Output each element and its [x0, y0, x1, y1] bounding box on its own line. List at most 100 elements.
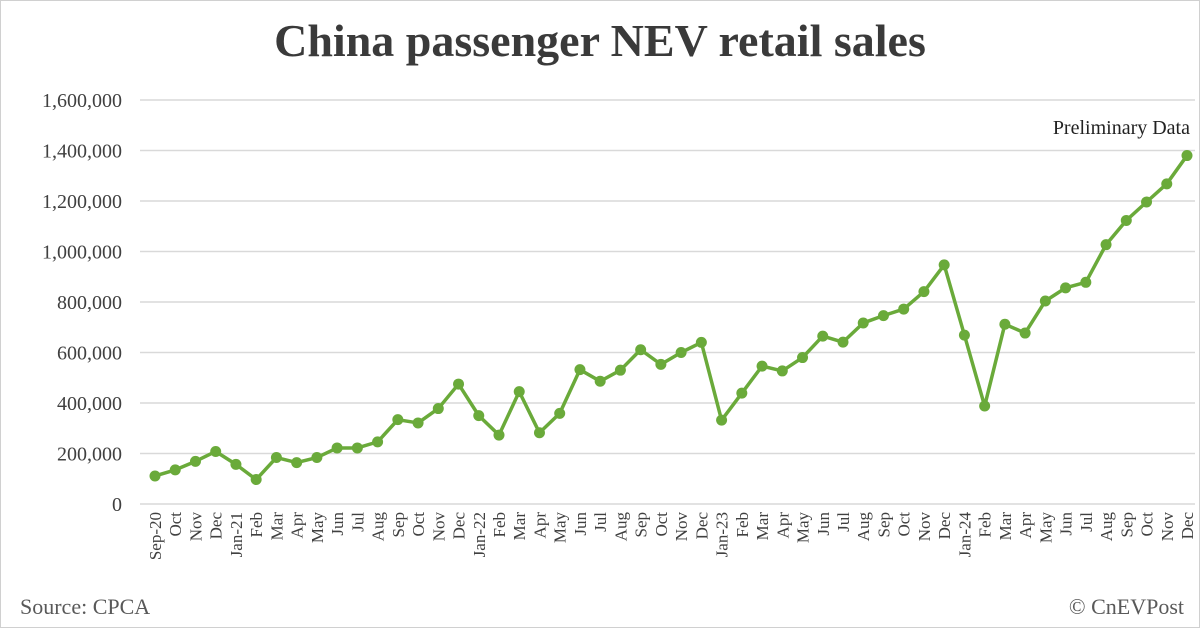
- x-tick-label: Apr: [773, 512, 792, 539]
- chart-title: China passenger NEV retail sales: [274, 15, 926, 66]
- y-tick-label: 400,000: [57, 393, 122, 415]
- data-point: [635, 344, 647, 356]
- x-tick-label: Mar: [996, 512, 1015, 541]
- y-tick-label: 200,000: [57, 444, 122, 466]
- x-tick-label: Aug: [854, 512, 873, 542]
- data-point: [311, 452, 323, 464]
- x-tick-label: Feb: [247, 512, 266, 538]
- x-tick-label: Sep-20: [146, 512, 165, 560]
- x-tick-label: Feb: [976, 512, 995, 538]
- credit-note: © CnEVPost: [1068, 594, 1184, 619]
- y-tick-label: 0: [112, 494, 122, 516]
- data-point: [513, 386, 525, 398]
- data-point: [412, 417, 424, 429]
- data-point: [877, 310, 889, 322]
- data-point: [250, 474, 262, 486]
- y-tick-label: 800,000: [57, 292, 122, 314]
- x-tick-label: Jan-23: [713, 512, 732, 557]
- x-tick-label: Dec: [207, 512, 226, 540]
- data-point: [655, 358, 667, 370]
- data-point: [392, 414, 404, 426]
- data-point: [1181, 150, 1193, 162]
- x-tick-label: Apr: [288, 512, 307, 539]
- data-point: [675, 347, 687, 358]
- x-tick-label: Nov: [429, 512, 448, 542]
- data-point: [230, 458, 242, 470]
- x-tick-label: Oct: [1138, 512, 1157, 537]
- x-tick-label: Apr: [1016, 512, 1035, 539]
- x-tick-label: May: [308, 512, 327, 544]
- data-point: [594, 375, 606, 387]
- data-point: [210, 445, 222, 457]
- data-point: [351, 442, 363, 454]
- x-tick-label: Mar: [267, 512, 286, 541]
- y-tick-label: 1,000,000: [42, 242, 122, 264]
- data-point: [1141, 196, 1153, 208]
- x-tick-label: Oct: [895, 512, 914, 537]
- x-tick-label: May: [794, 512, 813, 544]
- data-point: [453, 378, 465, 390]
- y-tick-label: 1,600,000: [42, 90, 122, 112]
- x-tick-label: Sep: [632, 512, 651, 538]
- x-tick-label: Oct: [166, 512, 185, 537]
- x-tick-label: Jan-21: [227, 512, 246, 557]
- x-tick-label: May: [1036, 512, 1055, 544]
- x-tick-label: Jan-24: [955, 512, 974, 558]
- x-tick-label: Mar: [753, 512, 772, 541]
- x-tick-label: Sep: [874, 512, 893, 538]
- x-tick-label: Apr: [530, 512, 549, 539]
- data-point: [1100, 239, 1112, 251]
- data-point: [169, 464, 181, 476]
- x-tick-label: Jan-22: [470, 512, 489, 557]
- data-point: [857, 317, 869, 329]
- data-point: [958, 329, 970, 341]
- data-point: [837, 336, 849, 348]
- data-point: [817, 330, 829, 342]
- x-tick-label: Nov: [1158, 512, 1177, 542]
- x-tick-label: Jun: [328, 512, 347, 536]
- data-point: [331, 442, 343, 454]
- x-tick-label: Aug: [611, 512, 630, 542]
- x-tick-label: Jun: [814, 512, 833, 536]
- data-point: [432, 403, 444, 415]
- x-tick-label: Nov: [186, 512, 205, 542]
- x-tick-label: Jul: [1077, 512, 1096, 532]
- data-point: [270, 452, 282, 464]
- data-point: [372, 436, 384, 448]
- data-point: [716, 414, 728, 426]
- x-tick-label: Feb: [733, 512, 752, 538]
- data-point: [898, 303, 910, 315]
- data-point: [189, 455, 201, 467]
- data-point: [999, 318, 1011, 330]
- data-point: [533, 427, 545, 439]
- x-tick-label: Dec: [935, 512, 954, 540]
- y-tick-label: 600,000: [57, 343, 122, 365]
- y-tick-label: 1,200,000: [42, 191, 122, 213]
- x-tick-label: Aug: [1097, 512, 1116, 542]
- data-point: [473, 410, 485, 422]
- data-point: [554, 407, 566, 419]
- data-point: [695, 336, 707, 348]
- data-point: [493, 429, 505, 441]
- x-tick-label: Nov: [672, 512, 691, 542]
- data-point: [1039, 295, 1051, 307]
- x-tick-label: Jun: [571, 512, 590, 536]
- data-point: [1120, 214, 1132, 226]
- x-tick-label: Dec: [450, 512, 469, 540]
- data-point: [756, 360, 768, 372]
- x-tick-label: May: [551, 512, 570, 544]
- data-point: [1019, 327, 1031, 339]
- data-point: [614, 364, 626, 376]
- data-point: [574, 364, 586, 376]
- data-point: [1161, 178, 1173, 190]
- x-tick-label: Aug: [369, 512, 388, 542]
- data-point: [938, 259, 950, 271]
- annotation-preliminary-data: Preliminary Data: [1053, 117, 1190, 139]
- x-tick-label: Dec: [692, 512, 711, 540]
- data-point: [149, 470, 161, 482]
- x-tick-label: Dec: [1178, 512, 1197, 540]
- x-tick-label: Oct: [409, 512, 428, 537]
- y-tick-label: 1,400,000: [42, 141, 122, 163]
- x-tick-label: Jul: [834, 512, 853, 532]
